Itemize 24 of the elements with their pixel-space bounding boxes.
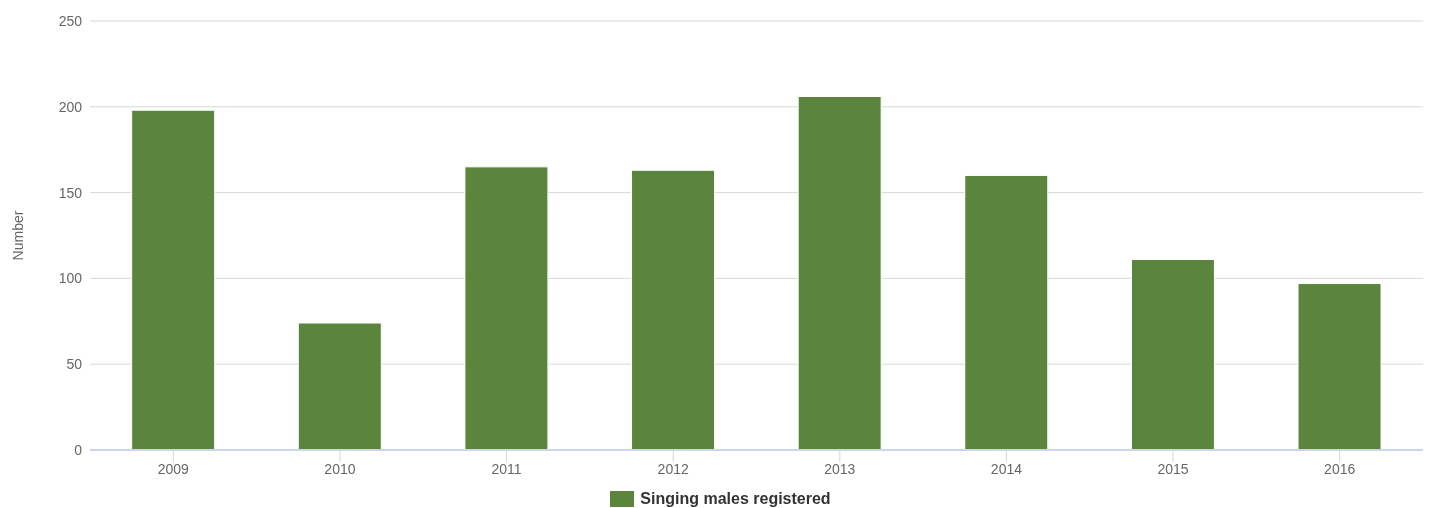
legend-label: Singing males registered bbox=[639, 490, 831, 508]
bar bbox=[1297, 283, 1382, 450]
x-tick-label: 2014 bbox=[990, 460, 1023, 477]
bar bbox=[797, 96, 882, 450]
y-tick-label: 0 bbox=[74, 441, 83, 458]
bar bbox=[464, 166, 549, 450]
y-axis-title: Number bbox=[9, 210, 26, 261]
bar bbox=[297, 322, 382, 450]
bar bbox=[631, 169, 716, 450]
bar bbox=[131, 109, 216, 450]
x-tick-label: 2009 bbox=[157, 460, 190, 477]
bar bbox=[1130, 259, 1215, 450]
y-tick-label: 250 bbox=[58, 12, 83, 29]
x-tick-label: 2012 bbox=[657, 460, 689, 477]
bar bbox=[964, 174, 1049, 450]
x-tick-label: 2010 bbox=[324, 460, 356, 477]
x-tick-label: 2016 bbox=[1324, 460, 1356, 477]
x-tick-label: 2013 bbox=[824, 460, 856, 477]
y-tick-label: 50 bbox=[66, 356, 83, 373]
y-tick-label: 200 bbox=[58, 98, 83, 115]
x-tick-label: 2011 bbox=[491, 460, 522, 477]
y-tick-label: 150 bbox=[58, 184, 83, 201]
x-tick-label: 2015 bbox=[1157, 460, 1189, 477]
y-tick-label: 100 bbox=[58, 270, 83, 287]
